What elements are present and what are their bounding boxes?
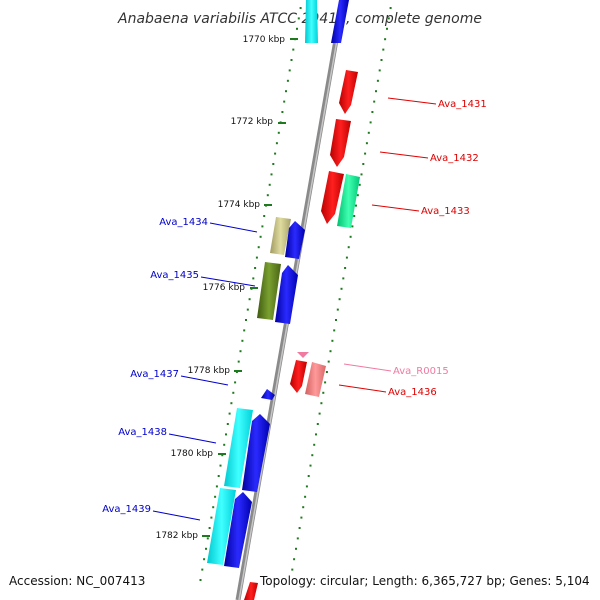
- gene-label-ava-1432[interactable]: Ava_1432: [430, 153, 479, 164]
- gene-arrow-ava-1437[interactable]: [261, 389, 275, 400]
- gene-arrow-ava-1434-a[interactable]: [270, 217, 291, 255]
- gene-label-ava-1439[interactable]: Ava_1439: [102, 504, 151, 515]
- leader-line: [200, 276, 256, 287]
- gene-arrow-ava-1438[interactable]: [242, 414, 270, 492]
- gene-label-ava-1436[interactable]: Ava_1436: [388, 387, 437, 398]
- scale-label-1774: 1774 kbp: [218, 200, 261, 210]
- gene-arrow-ava-1436[interactable]: [305, 362, 326, 397]
- scale-label-1772: 1772 kbp: [231, 117, 274, 127]
- gene-arrow-ava-1432[interactable]: [330, 119, 351, 167]
- leader-line: [209, 222, 258, 233]
- rna-marker-ava-r0015[interactable]: [297, 352, 309, 358]
- scale-label-1778: 1778 kbp: [188, 366, 231, 376]
- leader-line: [180, 375, 229, 386]
- leader-line: [371, 204, 420, 212]
- forward-gene-labels: Ava_1431 Ava_1432 Ava_1433 Ava_R0015 Ava…: [338, 97, 487, 398]
- forward-strand-genes: [244, 0, 360, 600]
- leader-line: [168, 433, 217, 444]
- gene-arrow-ava-1438-a[interactable]: [224, 408, 253, 488]
- leader-line: [387, 97, 437, 105]
- topology-text: Topology: circular; Length: 6,365,727 bp…: [260, 574, 590, 588]
- accession-text: Accession: NC_007413: [9, 574, 146, 588]
- leader-line: [152, 510, 201, 521]
- gene-label-ava-1435[interactable]: Ava_1435: [150, 270, 199, 281]
- gene-arrow-ava-1435[interactable]: [275, 265, 298, 324]
- leader-line: [338, 384, 387, 393]
- gene-arrow-cyan-top[interactable]: [305, 0, 318, 43]
- scale-label-1782: 1782 kbp: [156, 531, 199, 541]
- gene-label-ava-1438[interactable]: Ava_1438: [118, 427, 167, 438]
- gene-label-ava-1433[interactable]: Ava_1433: [421, 206, 470, 217]
- gene-label-ava-r0015[interactable]: Ava_R0015: [393, 366, 449, 377]
- gene-label-ava-1437[interactable]: Ava_1437: [130, 369, 179, 380]
- reverse-gene-labels: Ava_1434 Ava_1435 Ava_1437 Ava_1438 Ava_…: [102, 217, 258, 521]
- gene-arrow-red-small[interactable]: [290, 360, 307, 393]
- gene-arrow-ava-1433-a[interactable]: [321, 171, 344, 224]
- scale-labels: 1770 kbp 1772 kbp 1774 kbp 1776 kbp 1778…: [156, 35, 298, 541]
- gene-arrow-forward[interactable]: [331, 0, 349, 43]
- gene-arrow-ava-1433[interactable]: [337, 174, 360, 228]
- scale-label-1780: 1780 kbp: [171, 449, 214, 459]
- gene-arrow-ava-1431[interactable]: [339, 70, 358, 114]
- leader-line: [343, 363, 392, 372]
- reverse-strand-genes: [207, 0, 318, 568]
- gene-label-ava-1431[interactable]: Ava_1431: [438, 99, 487, 110]
- gene-arrow-ava-1434[interactable]: [285, 221, 305, 259]
- gene-arrow-forward-bottom[interactable]: [244, 582, 258, 600]
- gene-arrow-ava-1435-a[interactable]: [257, 262, 281, 320]
- leader-line: [379, 151, 429, 159]
- scale-label-1770: 1770 kbp: [243, 35, 286, 45]
- outer-tick-track: [291, 7, 392, 571]
- gene-arrow-ava-1439[interactable]: [224, 492, 252, 568]
- gene-label-ava-1434[interactable]: Ava_1434: [159, 217, 208, 228]
- gene-arrow-ava-1439-a[interactable]: [207, 488, 236, 565]
- scale-label-1776: 1776 kbp: [203, 283, 246, 293]
